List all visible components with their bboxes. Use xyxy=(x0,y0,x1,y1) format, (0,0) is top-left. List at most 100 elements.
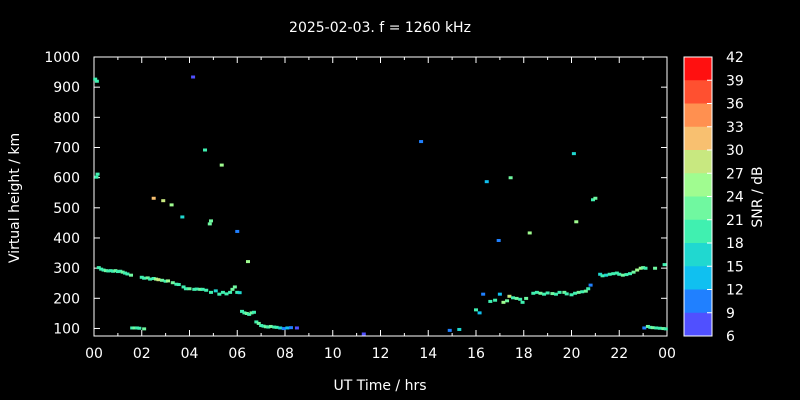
colorbar-tick-label: 18 xyxy=(726,236,744,252)
x-tick-label: 04 xyxy=(181,346,199,362)
data-point xyxy=(228,290,233,294)
data-point xyxy=(641,266,646,270)
data-point xyxy=(103,269,108,273)
data-point xyxy=(101,268,106,272)
data-point xyxy=(130,326,135,330)
data-point xyxy=(586,287,591,291)
colorbar-tick-label: 39 xyxy=(726,73,744,89)
data-point xyxy=(638,266,643,270)
data-point xyxy=(518,297,523,301)
colorbar-tick-label: 33 xyxy=(726,120,744,136)
data-point xyxy=(654,326,659,330)
data-point xyxy=(361,332,366,336)
data-point xyxy=(511,296,516,300)
colorbar-segment xyxy=(684,57,712,81)
x-tick-label: 02 xyxy=(133,346,151,362)
data-point xyxy=(237,291,242,295)
colorbar-tick-label: 6 xyxy=(726,329,735,345)
data-point xyxy=(132,326,137,330)
data-point xyxy=(274,325,279,329)
data-point xyxy=(232,285,237,289)
x-tick-label: 00 xyxy=(85,346,103,362)
colorbar-segment xyxy=(684,312,712,337)
data-point xyxy=(588,283,593,287)
data-point xyxy=(481,292,486,296)
data-point xyxy=(627,272,632,276)
chart-title: 2025-02-03. f = 1260 kHz xyxy=(289,20,471,36)
data-point xyxy=(120,270,125,274)
data-point xyxy=(564,292,569,296)
y-tick-label: 100 xyxy=(53,321,80,337)
data-point xyxy=(220,290,225,294)
data-point xyxy=(505,299,510,303)
data-point xyxy=(137,326,142,330)
data-point xyxy=(95,172,100,176)
x-tick-label: 00 xyxy=(658,346,676,362)
colorbar-segment xyxy=(684,243,712,267)
data-point xyxy=(527,231,532,235)
data-point xyxy=(192,287,197,291)
data-point xyxy=(247,312,252,316)
data-point xyxy=(607,272,612,276)
data-point xyxy=(230,287,235,291)
data-point xyxy=(663,327,668,331)
data-point xyxy=(219,163,224,167)
y-tick-label: 600 xyxy=(53,171,80,187)
data-point xyxy=(488,299,493,303)
data-point xyxy=(294,326,299,330)
data-point xyxy=(194,287,199,291)
data-point xyxy=(538,291,543,295)
data-point xyxy=(493,298,498,302)
data-point xyxy=(139,275,144,279)
data-point xyxy=(648,325,653,329)
data-point xyxy=(635,268,640,272)
data-point xyxy=(106,269,111,273)
data-point xyxy=(531,291,536,295)
data-point xyxy=(166,279,171,283)
data-point xyxy=(249,311,254,315)
data-point xyxy=(574,220,579,224)
data-point xyxy=(600,274,605,278)
data-point xyxy=(181,285,186,289)
data-point xyxy=(207,222,212,226)
data-points xyxy=(93,75,668,336)
data-point xyxy=(501,300,506,304)
data-point xyxy=(169,203,174,207)
colorbar-segment xyxy=(684,289,712,314)
y-tick-label: 900 xyxy=(53,80,80,96)
data-point xyxy=(174,282,179,286)
data-point xyxy=(272,325,277,329)
x-tick-label: 08 xyxy=(276,346,294,362)
colorbar-segment xyxy=(684,266,712,290)
data-point xyxy=(142,327,147,331)
data-point xyxy=(94,79,99,83)
data-point xyxy=(496,238,501,242)
data-point xyxy=(163,279,168,283)
colorbar-tick-label: 42 xyxy=(726,50,744,66)
y-tick-label: 700 xyxy=(53,140,80,156)
data-point xyxy=(484,180,489,184)
data-point xyxy=(542,292,547,296)
data-point xyxy=(261,324,266,328)
data-point xyxy=(115,270,120,274)
data-point xyxy=(583,289,588,293)
data-point xyxy=(268,324,273,328)
data-point xyxy=(477,311,482,315)
data-point xyxy=(645,324,650,328)
y-tick-label: 200 xyxy=(53,291,80,307)
data-point xyxy=(642,326,647,330)
data-point xyxy=(217,292,222,296)
data-point xyxy=(507,294,512,298)
data-point xyxy=(96,266,101,270)
colorbar-segment xyxy=(684,219,712,244)
data-point xyxy=(208,219,213,223)
data-point xyxy=(118,269,123,273)
data-point xyxy=(508,176,513,180)
data-point xyxy=(266,325,271,329)
data-point xyxy=(123,271,128,275)
data-point xyxy=(419,140,424,144)
data-point xyxy=(240,309,245,313)
y-tick-label: 300 xyxy=(53,261,80,277)
